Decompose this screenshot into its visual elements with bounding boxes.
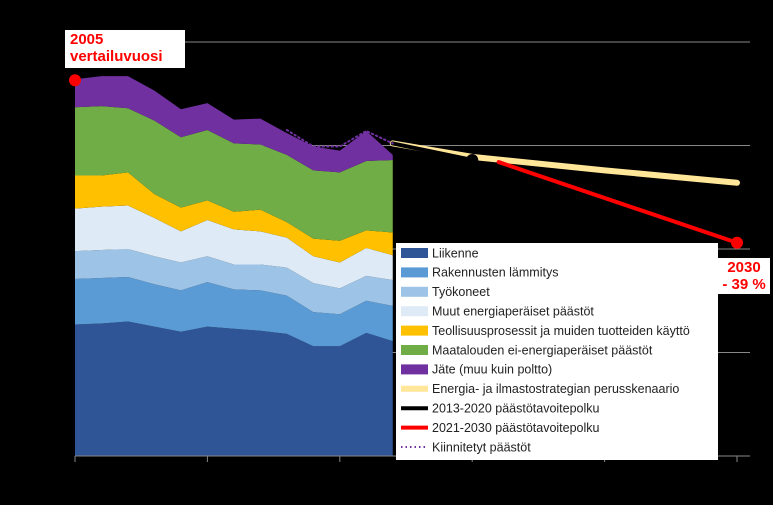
legend-label: Maatalouden ei-energiaperäiset päästöt [432,343,653,357]
marker [466,153,479,166]
legend-swatch [401,364,428,375]
legend-label: Jäte (muu kuin poltto) [432,363,552,377]
annotation: 2005 [70,31,103,48]
legend-label: Kiinnitetyt päästöt [432,440,531,454]
legend-label: Rakennusten lämmitys [432,266,558,280]
area [75,76,393,173]
annotation-box [718,258,770,294]
area [75,249,393,315]
annotation: 2030 [727,259,760,276]
legend-label: Liikenne [432,246,479,260]
legend-label: Työkoneet [432,285,490,299]
legend-swatch [401,267,428,278]
area [75,106,393,241]
marker [69,74,81,87]
legend-label: Muut energiaperäiset päästöt [432,304,594,318]
legend-swatch [401,306,428,317]
annotation: vertailuvuosi [70,48,163,65]
legend-label: 2013-2020 päästötavoitepolku [432,401,600,415]
line [285,128,394,148]
legend-swatch [401,248,428,258]
annotation-box [65,30,185,68]
legend-label: 2021-2030 päästötavoitepolku [432,421,600,435]
area [75,205,393,289]
area [75,172,393,263]
area [75,321,393,456]
marker [731,236,743,249]
legend-label: Teollisuusprosessit ja muiden tuotteiden… [432,324,690,338]
legend-box [396,243,718,460]
legend-swatch [401,345,428,355]
line [496,160,739,245]
legend-swatch [401,325,428,336]
line [390,141,475,162]
legend-swatch [401,286,428,297]
annotation: - 39 % [722,276,765,293]
legend-label: Energia- ja ilmastostrategian perusskena… [432,382,679,396]
area [75,276,393,347]
legend: Liikenne Rakennusten lämmitys Työkoneet Muu… [396,243,718,460]
